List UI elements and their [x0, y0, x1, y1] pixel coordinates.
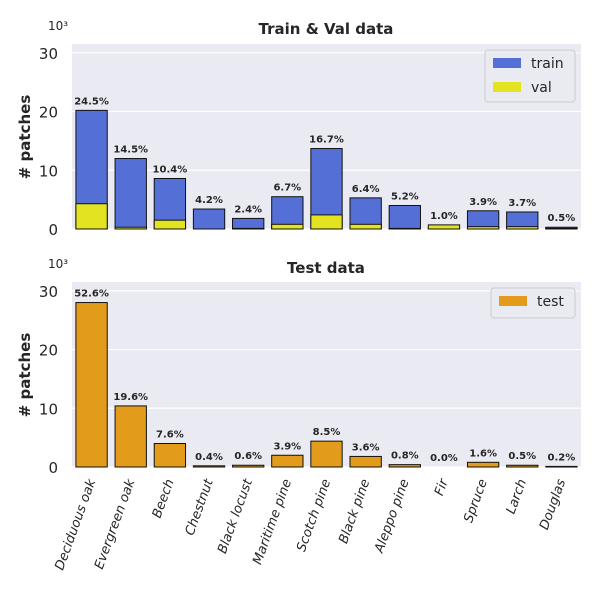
top-data-label: 6.4%: [352, 184, 380, 195]
top-ytick-label: 10: [39, 162, 58, 180]
top-bar-train: [232, 217, 265, 230]
bottom-bar-test: [192, 465, 226, 468]
bottom-title: Test data: [287, 259, 365, 277]
bottom-data-label: 0.8%: [391, 451, 419, 462]
bottom-data-label: 1.6%: [469, 448, 497, 459]
bottom-ytick-label: 0: [48, 459, 58, 477]
top-data-label: 1.0%: [430, 211, 458, 222]
top-bar-val: [427, 224, 461, 230]
bottom-ytick-label: 10: [39, 400, 58, 418]
top-bar-train: [114, 158, 147, 230]
top-legend-swatch-val: [493, 82, 521, 92]
top-data-label: 6.7%: [273, 183, 301, 194]
bottom-data-label: 0.5%: [508, 451, 536, 462]
top-ytick-label: 20: [39, 104, 58, 122]
top-legend-swatch-train: [493, 58, 521, 68]
bottom-data-label: 0.4%: [195, 452, 223, 463]
bottom-data-label: 52.6%: [74, 289, 109, 300]
bottom-legend-swatch-test: [499, 296, 527, 306]
top-ylabel: # patches: [16, 95, 34, 180]
bottom-ytick-label: 30: [39, 283, 58, 301]
top-bar-val: [349, 223, 382, 230]
bottom-bar-test: [75, 302, 108, 468]
top-bar-val: [232, 227, 265, 230]
top-data-label: 2.4%: [234, 204, 262, 215]
top-bar-val: [75, 203, 108, 230]
bottom-data-label: 0.0%: [430, 453, 458, 464]
top-legend-label-val: val: [531, 80, 552, 96]
bottom-bar-test: [271, 454, 304, 468]
top-bar-train: [388, 205, 421, 230]
top-ytick-label: 0: [48, 221, 58, 239]
top-ytick-label: 30: [39, 45, 58, 63]
top-title: Train & Val data: [259, 20, 394, 38]
top-bar-val: [506, 226, 539, 230]
bottom-legend-box: [490, 287, 576, 319]
top-bar-val: [153, 219, 187, 230]
top-bar-val: [466, 226, 500, 230]
top-data-label: 3.7%: [508, 198, 536, 209]
top-panel: 0 10 20 30 24.5% 14.5% 10.4% 4.2% 2.4% 6.7% 16.7% 6…: [39, 44, 581, 239]
top-bar-val: [114, 226, 147, 230]
bottom-multiplier: 10³: [48, 257, 68, 271]
bottom-data-label: 0.6%: [234, 451, 262, 462]
top-data-label: 10.4%: [153, 164, 188, 175]
bottom-bar-test: [349, 455, 382, 468]
xtick-label: Fir: [432, 476, 452, 498]
bottom-bar-test: [466, 461, 500, 468]
bottom-data-label: 8.5%: [313, 427, 341, 438]
bottom-data-label: 0.2%: [548, 452, 576, 463]
bottom-ytick-label: 20: [39, 342, 58, 360]
bottom-legend-label-test: test: [537, 294, 564, 310]
top-legend-label-train: train: [531, 56, 564, 72]
bottom-bar-test: [153, 443, 187, 468]
top-multiplier: 10³: [48, 19, 68, 33]
bottom-data-label: 7.6%: [156, 430, 184, 441]
top-bar-val: [388, 227, 421, 230]
bottom-bar-test: [232, 464, 265, 468]
top-data-label: 24.5%: [74, 96, 109, 107]
bottom-bar-test: [506, 464, 539, 468]
top-bar-val: [310, 214, 343, 230]
top-bar-val: [271, 223, 304, 230]
top-data-label: 0.5%: [548, 213, 576, 224]
top-bar-train: [192, 208, 226, 230]
top-data-label: 4.2%: [195, 195, 223, 206]
bottom-bar-test: [114, 405, 147, 468]
top-data-label: 5.2%: [391, 192, 419, 203]
top-data-label: 16.7%: [309, 135, 344, 146]
top-data-label: 3.9%: [469, 197, 497, 208]
bottom-bar-test: [388, 464, 421, 468]
bottom-data-label: 3.9%: [273, 441, 301, 452]
bottom-bar-test: [310, 440, 343, 468]
bottom-ylabel: # patches: [16, 333, 34, 418]
bottom-data-label: 19.6%: [113, 392, 148, 403]
bottom-data-label: 3.6%: [352, 442, 380, 453]
top-bar-val: [545, 227, 578, 230]
bottom-bar-test: [545, 465, 578, 468]
top-data-label: 14.5%: [113, 145, 148, 156]
